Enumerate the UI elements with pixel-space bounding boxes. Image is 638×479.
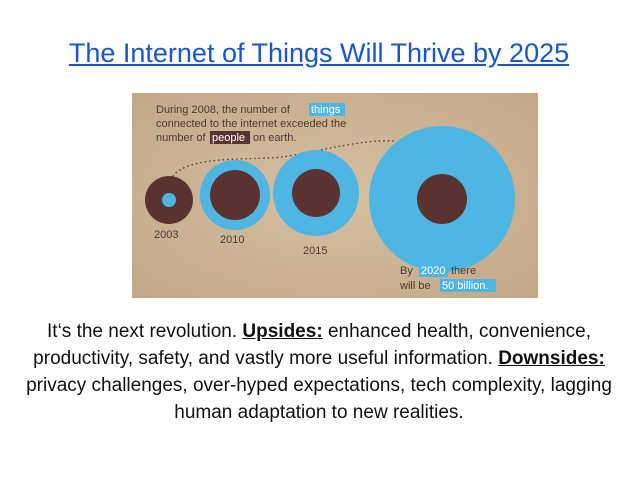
headline-line1: During 2008, the number of xyxy=(156,104,291,116)
footnote-line1-suffix: there xyxy=(451,265,476,277)
year-label-2015: 2015 xyxy=(303,245,327,257)
upsides-label: Upsides: xyxy=(242,321,323,342)
slide-title: The Internet of Things Will Thrive by 20… xyxy=(68,38,570,68)
year-label-2010: 2010 xyxy=(220,234,244,246)
footnote-line2-prefix: will be xyxy=(399,280,431,292)
circle-2003 xyxy=(145,176,193,224)
circle-2010 xyxy=(200,160,270,230)
headline-line3-prefix: number of xyxy=(156,132,206,144)
iot-growth-infographic: During 2008, the number of things connec… xyxy=(132,93,538,298)
highlight-people-box xyxy=(210,131,250,144)
downsides-text: privacy challenges, over-hyped expectati… xyxy=(26,375,612,423)
highlight-things: things xyxy=(311,104,341,116)
highlight-2020-box xyxy=(419,264,448,277)
highlight-50-billion-box xyxy=(440,279,496,292)
svg-text:During 2008, the number of: During 2008, the number of xyxy=(156,104,291,116)
highlight-people: people xyxy=(212,132,245,144)
highlight-2020: 2020 xyxy=(421,265,445,277)
circle-2020 xyxy=(369,126,515,272)
circle-2015 xyxy=(273,150,359,236)
headline-line3-suffix: on earth. xyxy=(253,132,296,144)
caption-intro: It‘s the next revolution. xyxy=(47,321,238,342)
caption: It‘s the next revolution. Upsides: enhan… xyxy=(16,318,622,426)
downsides-label: Downsides: xyxy=(498,348,605,369)
footnote-line1-prefix: By xyxy=(400,265,413,277)
headline-line2: connected to the internet exceeded the xyxy=(156,118,346,130)
highlight-things-box xyxy=(309,103,345,116)
year-label-2003: 2003 xyxy=(154,229,178,241)
upsides-text: enhanced health, convenience, productivi… xyxy=(33,321,591,369)
dotted-connector xyxy=(169,140,395,186)
highlight-50-billion: 50 billion. xyxy=(442,280,488,292)
